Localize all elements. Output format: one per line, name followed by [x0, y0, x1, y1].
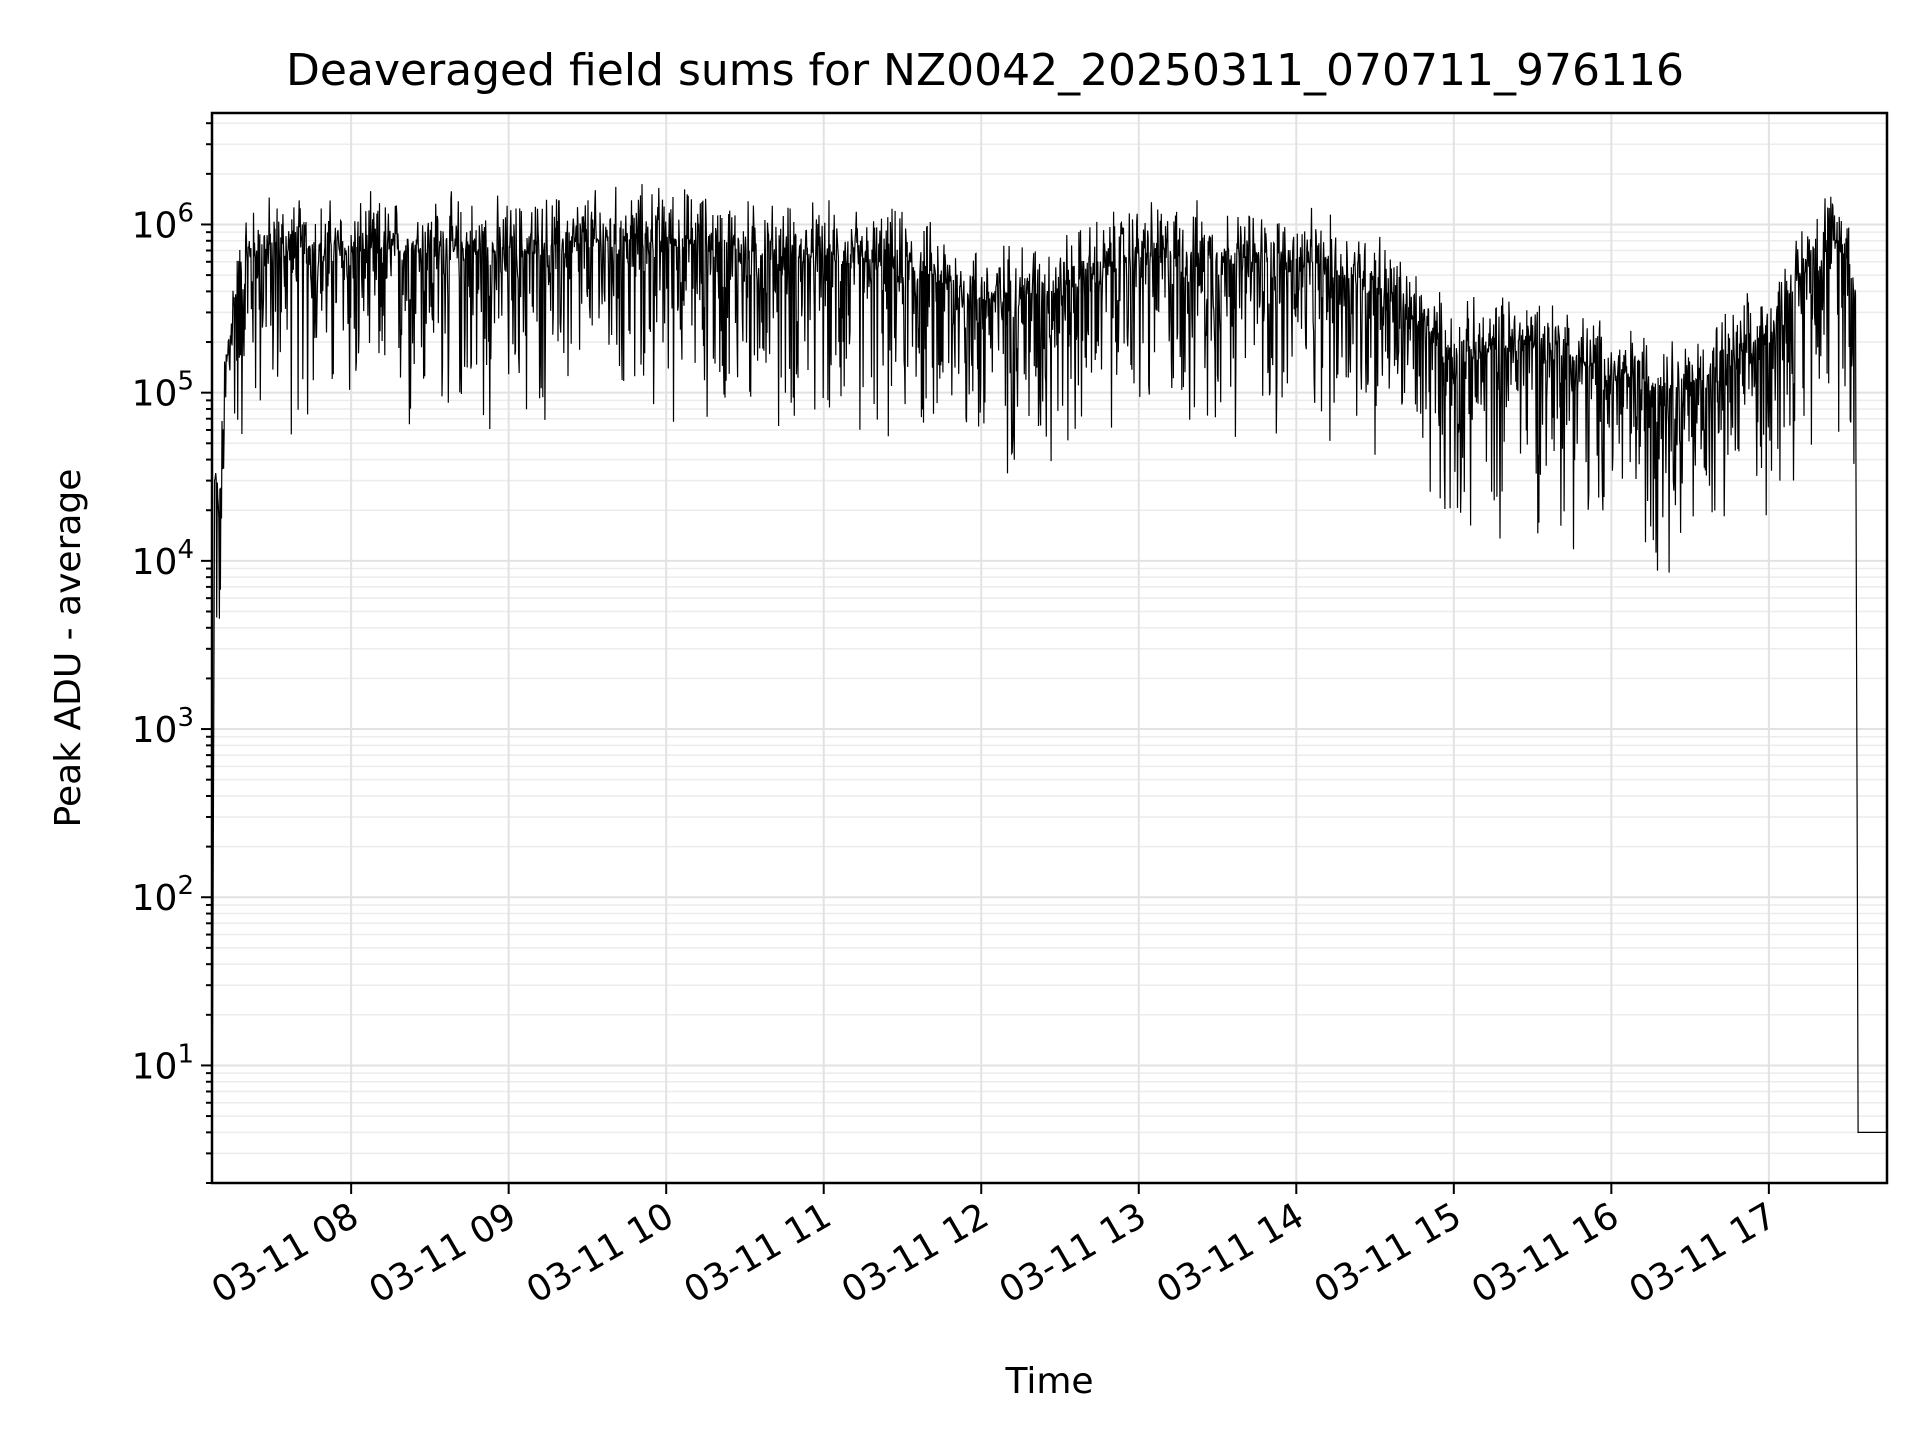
- series-line: [211, 184, 1887, 1184]
- y-axis-label: Peak ADU - average: [48, 469, 89, 828]
- y-tick-label: 102: [132, 871, 194, 919]
- y-tick-label: 101: [132, 1039, 194, 1087]
- chart-title: Deaveraged field sums for NZ0042_2025031…: [286, 45, 1684, 96]
- y-tick-label: 105: [132, 367, 194, 415]
- y-tick-label: 106: [132, 198, 194, 246]
- y-tick-label: 104: [132, 535, 194, 583]
- series-layer: [211, 184, 1887, 1184]
- y-tick-label: 103: [132, 703, 194, 751]
- x-axis-label: Time: [1004, 1361, 1093, 1402]
